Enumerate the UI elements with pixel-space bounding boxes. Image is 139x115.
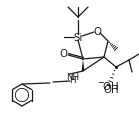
Text: O: O <box>59 49 67 59</box>
Text: OH: OH <box>103 84 119 94</box>
Text: NH: NH <box>66 73 80 82</box>
Text: ̅OH: ̅OH <box>103 82 119 92</box>
Text: H: H <box>69 76 76 85</box>
Text: Si: Si <box>73 33 83 43</box>
Text: O: O <box>93 27 101 37</box>
Polygon shape <box>82 59 84 71</box>
